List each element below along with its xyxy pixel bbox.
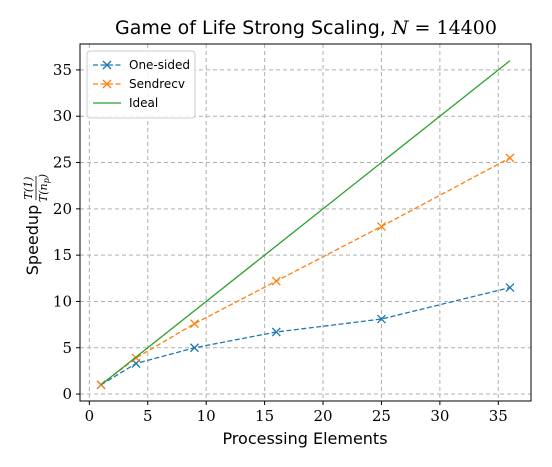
y-tick-label: 0 [62, 385, 72, 403]
y-axis-fraction-subscript: p [42, 178, 51, 183]
y-axis-fraction-numerator: T(1) [22, 177, 35, 200]
marker-stroke [376, 314, 386, 324]
series-ideal [100, 60, 511, 386]
marker-stroke [376, 221, 386, 231]
series-line-one-sided [100, 286, 511, 386]
grid-layer [80, 44, 531, 401]
y-axis-fraction-close: ) [37, 174, 50, 179]
data-point-one-sided [505, 283, 515, 293]
y-tick-label: 5 [62, 339, 72, 357]
y-axis-fraction-denominator-base: T(n [37, 183, 50, 202]
marker-stroke [505, 283, 515, 293]
x-tick-label: 25 [372, 407, 391, 425]
y-axis-fraction-denominator: T(np) [37, 174, 51, 202]
y-tick-label: 25 [53, 154, 72, 172]
legend-label-ideal: Ideal [129, 96, 158, 110]
x-axis-label: Processing Elements [222, 429, 387, 448]
y-tick-label: 10 [53, 292, 72, 310]
plot-frame [79, 43, 532, 402]
legend-marker-one-sided [102, 60, 112, 70]
y-tick-label: 30 [53, 107, 72, 125]
legend-label-sendrecv: Sendrecv [129, 77, 185, 91]
legend-entry-ideal: Ideal [93, 96, 158, 110]
y-axis-label-group: Speedup T(1) T(np) [22, 174, 51, 275]
y-tick-label: 35 [53, 61, 72, 79]
legend-entry-sendrecv: Sendrecv [93, 77, 185, 91]
y-tick-label: 15 [53, 246, 72, 264]
ticks-layer: 0 5 10 15 20 25 30 35 0 5 10 15 20 25 30 35 [53, 61, 508, 425]
series-layer [96, 60, 515, 390]
x-tick-label: 5 [143, 407, 153, 425]
chart-title-text: Game of Life Strong Scaling, [115, 17, 392, 39]
marker-stroke [102, 79, 112, 89]
marker-stroke [190, 319, 199, 329]
chart-title: Game of Life Strong Scaling, N = 14400 [115, 17, 497, 39]
legend-entry-one-sided: One-sided [93, 58, 190, 72]
marker-stroke [271, 276, 281, 286]
legend-label-one-sided: One-sided [129, 58, 190, 72]
x-tick-label: 35 [489, 407, 508, 425]
y-tick-label: 20 [53, 200, 72, 218]
chart-title-value: 14400 [436, 17, 496, 39]
x-tick-label: 30 [430, 407, 449, 425]
marker-stroke [190, 343, 199, 353]
data-point-one-sided [190, 343, 199, 353]
data-point-sendrecv [376, 221, 386, 231]
legend-marker-sendrecv [102, 79, 112, 89]
data-point-sendrecv [271, 276, 281, 286]
marker-stroke [505, 153, 515, 163]
legend-box [86, 50, 196, 119]
series-line-ideal [100, 60, 511, 386]
marker-stroke [102, 60, 112, 70]
x-tick-label: 15 [255, 407, 274, 425]
chart-title-variable: N [391, 17, 410, 39]
x-tick-label: 0 [85, 407, 95, 425]
data-point-one-sided [376, 314, 386, 324]
marker-stroke [271, 327, 281, 337]
data-point-sendrecv [505, 153, 515, 163]
data-point-one-sided [271, 327, 281, 337]
x-tick-label: 10 [197, 407, 216, 425]
x-tick-label: 20 [313, 407, 332, 425]
y-axis-label: Speedup [23, 205, 42, 275]
legend: One-sided Sendrecv Ideal [86, 50, 196, 119]
data-point-sendrecv [190, 319, 199, 329]
chart-title-equals: = [408, 17, 436, 39]
series-line-sendrecv [100, 157, 511, 386]
